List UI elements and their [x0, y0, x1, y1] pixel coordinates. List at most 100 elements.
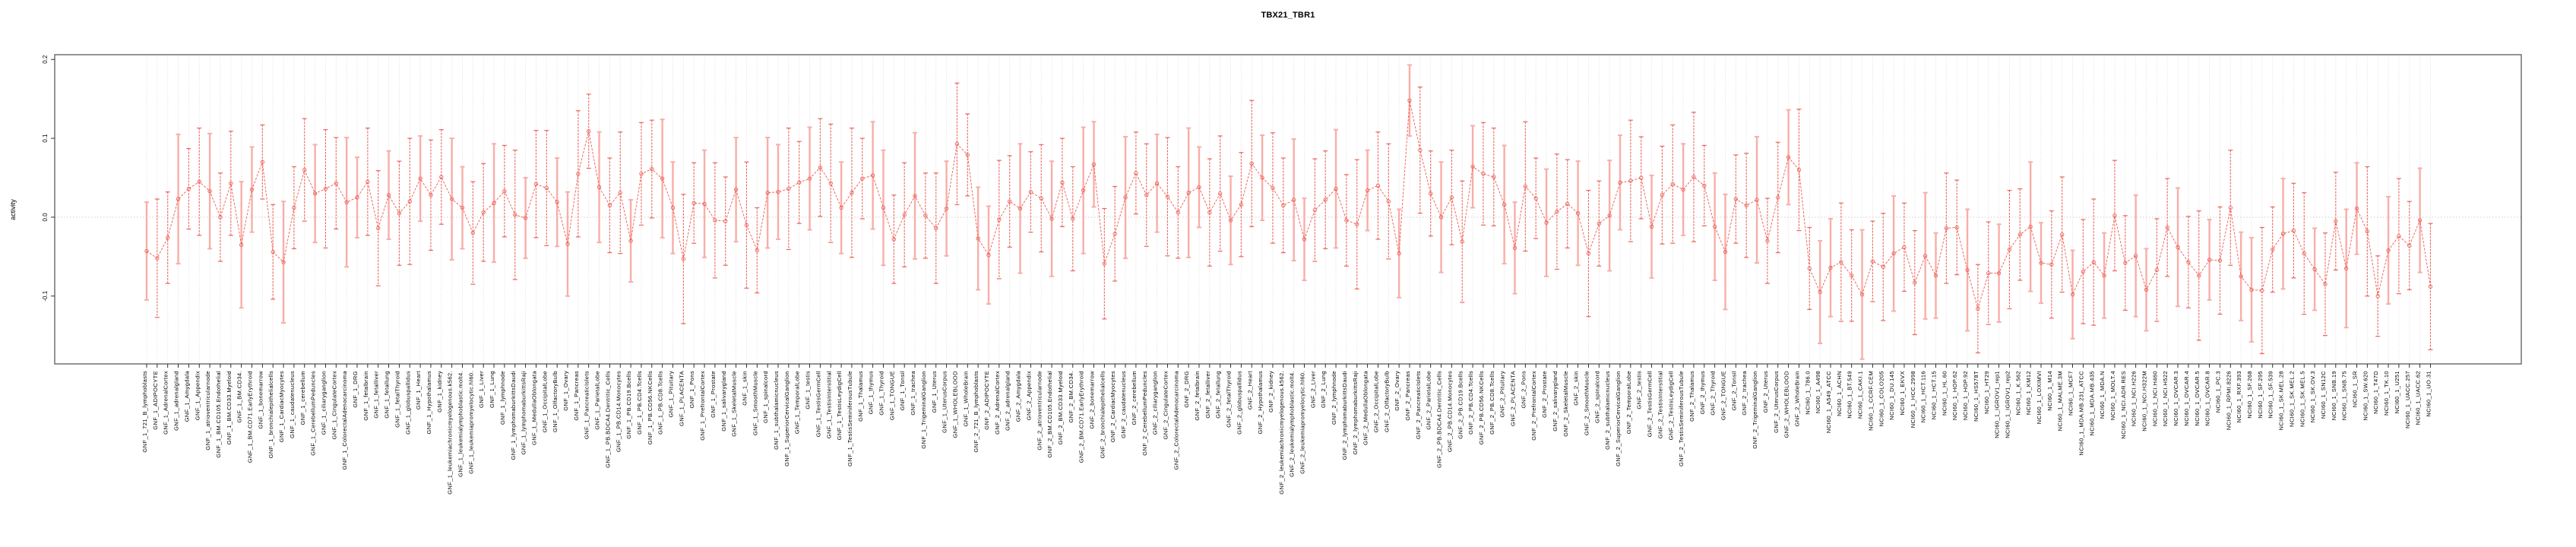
x-tick-label: GNF_1_lymphomaburkittsDaudi — [510, 371, 517, 460]
x-tick-label: GNF_1_salivarygland — [720, 371, 727, 432]
x-tick-label: NCI60_1_HS578T — [1973, 371, 1979, 422]
data-point — [323, 186, 328, 191]
x-tick-label: NCI60_1_DU.145 — [1888, 371, 1895, 420]
x-tick-label: GNF_2_SuperiorCervicalGanglion — [1615, 371, 1622, 466]
data-point — [1691, 175, 1696, 179]
data-point — [1681, 187, 1685, 192]
data-point — [1134, 171, 1138, 175]
x-tick-label: GNF_2_subthalamicnucleus — [1604, 371, 1611, 450]
data-point — [523, 216, 528, 220]
data-point — [1702, 183, 1707, 188]
x-tick-label: GNF_1_Liver — [478, 371, 485, 408]
data-point — [2343, 266, 2349, 271]
data-point — [1470, 164, 1475, 169]
data-point — [1249, 161, 1254, 166]
x-tick-label: GNF_1_spinalcord — [762, 371, 769, 423]
x-tick-label: GNF_1_lymphnode — [499, 371, 506, 425]
data-point — [2217, 258, 2223, 263]
data-point — [544, 185, 549, 191]
x-tick-label: GNF_2_leukemialymphoblastic.molt4. — [1289, 371, 1296, 477]
data-point — [2176, 245, 2180, 249]
x-tick-label: GNF_2_leukemiapromyelocytic.hl60. — [1299, 371, 1306, 474]
data-point — [1954, 225, 1959, 230]
data-point — [670, 205, 676, 210]
x-tick-label: GNF_1_globuspallidus — [404, 371, 411, 435]
x-tick-label: GNF_2_WholeBrain — [1793, 371, 1800, 427]
data-point — [2291, 228, 2296, 233]
data-point — [1281, 203, 1286, 207]
x-tick-label: GNF_2_MedullaOblongata — [1362, 371, 1369, 445]
data-point — [460, 205, 465, 210]
data-point — [2060, 232, 2065, 237]
data-point — [312, 191, 318, 196]
x-tick-label: GNF_1_PB.CD56.NKCells — [647, 371, 653, 444]
data-point — [302, 167, 307, 172]
data-line — [146, 100, 2431, 310]
data-point — [1870, 259, 1875, 264]
data-point — [1933, 274, 1938, 278]
data-point — [1481, 172, 1486, 176]
data-point — [2323, 282, 2328, 286]
data-point — [2312, 267, 2317, 272]
data-point — [2260, 288, 2264, 293]
x-tick-label: NCI60_1_CCRF.CEM — [1867, 371, 1874, 431]
x-tick-label: GNF_2_OlfactoryBulb — [1383, 371, 1390, 432]
x-tick-label: GNF_1_ColorectalAdenocarcinoma — [341, 371, 348, 470]
data-point — [260, 160, 264, 164]
data-point — [2197, 274, 2201, 278]
data-point — [1260, 175, 1264, 180]
data-point — [166, 236, 170, 240]
x-tick-label: GNF_1_Thalamus — [857, 371, 864, 422]
x-tick-label: GNF_1_PB.CD19.Bcells — [625, 371, 632, 439]
data-point — [1544, 220, 1549, 225]
data-point — [1186, 191, 1191, 195]
x-tick-label: NCI60_1_IGROV1_rep2 — [2004, 371, 2011, 438]
x-tick-label: GNF_1_TrigeminalGanglion — [920, 371, 927, 449]
data-point — [1102, 261, 1107, 266]
x-tick-label: GNF_2_ColorectalAdenocarcinoma — [1172, 371, 1179, 470]
data-point — [1891, 251, 1896, 256]
y-axis-title: activity — [9, 199, 17, 220]
x-tick-label: GNF_2_fetalbrain — [1194, 371, 1201, 421]
data-point — [1839, 260, 1843, 264]
x-tick-label: GNF_1_leukemiapromyelocytic.hl60. — [467, 371, 474, 474]
data-point — [1017, 206, 1023, 211]
y-axis: -0.1 0.0 0.1 0.2 — [42, 55, 55, 302]
x-tick-label: GNF_1_Appendix — [194, 371, 201, 420]
x-tick-label: GNF_2_BM.CD34. — [1068, 371, 1074, 423]
x-tick-label: NCI60_1_KM12 — [2025, 371, 2032, 415]
data-point — [691, 201, 696, 205]
data-point — [891, 237, 897, 242]
data-point — [881, 205, 886, 210]
x-tick-label: NCI60_1_HCT.116 — [1920, 371, 1927, 422]
data-point — [2397, 234, 2401, 239]
x-tick-label: GNF_2_ParietalLobe — [1426, 371, 1432, 430]
data-point — [1575, 211, 1581, 216]
x-tick-label: GNF_1_SkeletalMuscle — [731, 371, 738, 437]
data-point — [1965, 267, 1970, 273]
data-point — [249, 187, 255, 192]
data-point — [1334, 186, 1338, 191]
data-point — [334, 181, 338, 185]
data-point — [2154, 267, 2160, 273]
x-tick-label: GNF_2_bronchialepithelialcells — [1099, 371, 1106, 458]
data-point — [2239, 274, 2243, 279]
data-point — [1902, 245, 1907, 249]
x-tick-label: GNF_1_721_B_lymphoblasts — [141, 371, 148, 453]
x-tick-label: GNF_2_Thalamus — [1688, 371, 1695, 422]
data-point — [386, 193, 391, 198]
x-tick-label: GNF_1_Pituitary — [668, 371, 675, 417]
data-point — [565, 242, 570, 246]
x-tick-label: GNF_1_skin — [741, 371, 748, 406]
data-point — [292, 205, 296, 210]
data-point — [828, 181, 833, 185]
x-tick-label: GNF_2_lymphnode — [1331, 371, 1337, 425]
x-tick-label: GNF_1_leukemialymphoblastic.molt4. — [457, 371, 464, 477]
data-point — [1429, 191, 1433, 196]
x-tick-label: GNF_1_cerebellum — [299, 371, 306, 425]
x-tick-label: GNF_1_Heart — [415, 370, 422, 409]
data-point — [2249, 287, 2254, 292]
x-tick-label: NCI60_1_RPMI.8226 — [2225, 371, 2232, 430]
data-point — [1618, 180, 1622, 185]
